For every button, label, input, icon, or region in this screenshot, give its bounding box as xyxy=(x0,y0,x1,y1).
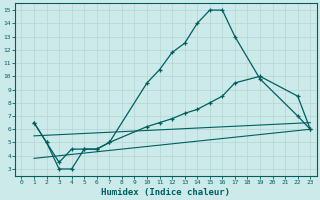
X-axis label: Humidex (Indice chaleur): Humidex (Indice chaleur) xyxy=(101,188,230,197)
